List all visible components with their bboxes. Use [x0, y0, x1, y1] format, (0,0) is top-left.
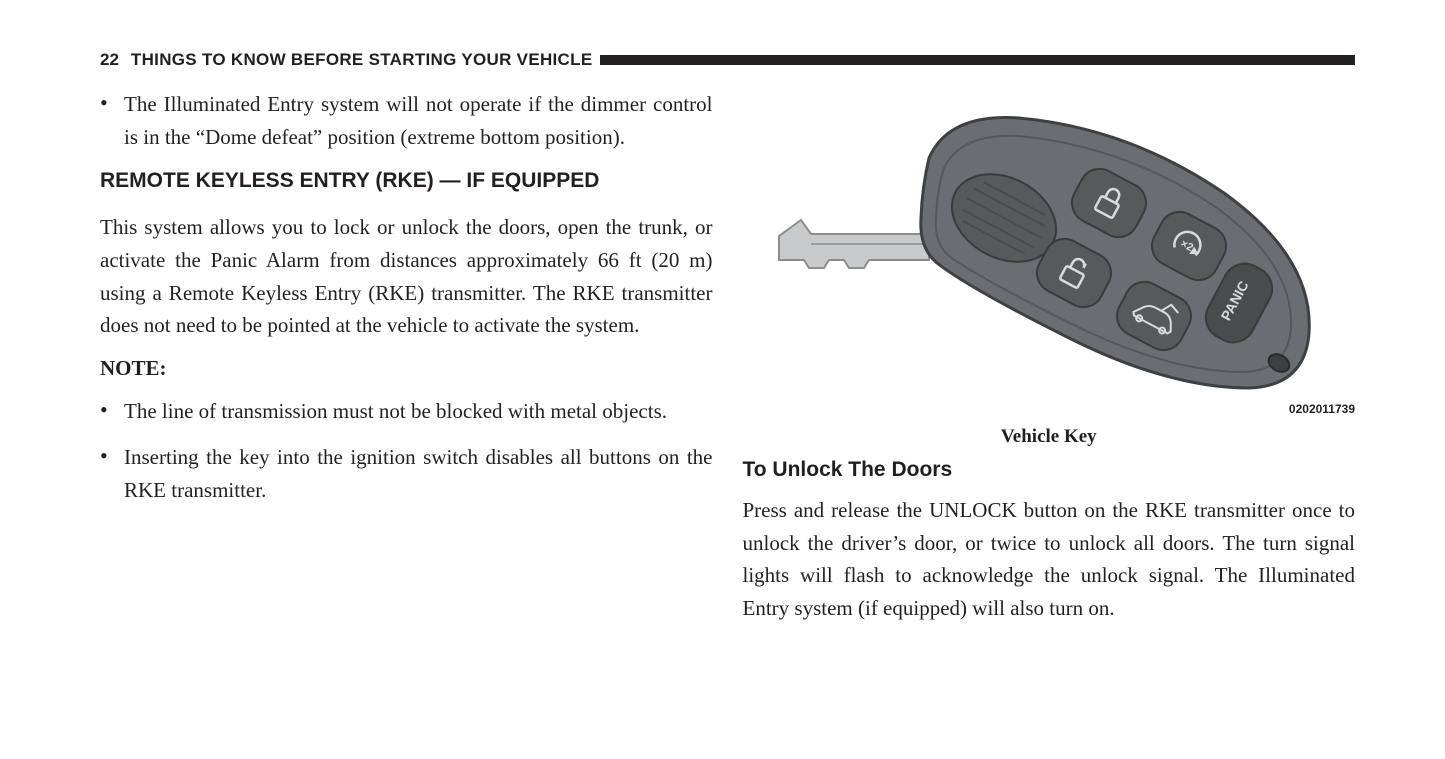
body-paragraph: This system allows you to lock or unlock… — [100, 211, 713, 341]
bullet-item: • Inserting the key into the ignition sw… — [100, 441, 713, 506]
right-column: ×2 — [743, 88, 1356, 638]
figure-image-id: 0202011739 — [743, 402, 1356, 416]
bullet-text: The line of transmission must not be blo… — [124, 395, 713, 428]
bullet-text: Inserting the key into the ignition swit… — [124, 441, 713, 506]
bullet-dot-icon: • — [100, 88, 124, 153]
sub-heading-unlock-doors: To Unlock The Doors — [743, 458, 1356, 482]
bullet-item: • The Illuminated Entry system will not … — [100, 88, 713, 153]
bullet-dot-icon: • — [100, 395, 124, 428]
body-paragraph: Press and release the UNLOCK button on t… — [743, 494, 1356, 624]
vehicle-key-figure: ×2 — [743, 88, 1356, 448]
note-label: NOTE: — [100, 356, 713, 381]
bullet-text: The Illuminated Entry system will not op… — [124, 88, 713, 153]
key-blade — [779, 220, 929, 268]
header-bar — [600, 55, 1355, 65]
bullet-item: • The line of transmission must not be b… — [100, 395, 713, 428]
content-columns: • The Illuminated Entry system will not … — [100, 88, 1355, 638]
bullet-dot-icon: • — [100, 441, 124, 506]
vehicle-key-illustration: ×2 — [769, 88, 1329, 398]
key-fob-body — [921, 118, 1309, 389]
page-number: 22 — [100, 50, 119, 70]
section-heading-rke: REMOTE KEYLESS ENTRY (RKE) — IF EQUIPPED — [100, 167, 713, 195]
page-header: 22 THINGS TO KNOW BEFORE STARTING YOUR V… — [100, 50, 1355, 70]
figure-caption: Vehicle Key — [743, 426, 1356, 448]
header-title: THINGS TO KNOW BEFORE STARTING YOUR VEHI… — [131, 50, 593, 70]
left-column: • The Illuminated Entry system will not … — [100, 88, 713, 638]
